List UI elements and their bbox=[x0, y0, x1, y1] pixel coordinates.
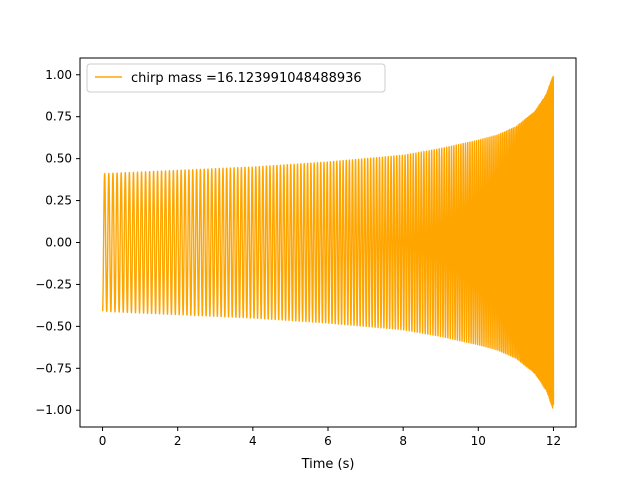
y-tick-label: 0.75 bbox=[45, 110, 72, 124]
y-axis-ticks: −1.00 −0.75 −0.50 −0.25 0.00 0.25 0.50 0.75 1.00 bbox=[35, 68, 80, 417]
y-tick-label: −1.00 bbox=[35, 403, 72, 417]
x-tick-label: 6 bbox=[324, 434, 332, 448]
x-axis-label: Time (s) bbox=[301, 457, 355, 472]
y-tick-label: 0.50 bbox=[45, 152, 72, 166]
series-layer bbox=[101, 75, 555, 409]
y-tick-label: −0.75 bbox=[35, 361, 72, 375]
x-axis-ticks: 0 2 4 6 8 10 12 bbox=[99, 427, 561, 448]
legend-box bbox=[86, 63, 386, 93]
y-tick-label: −0.50 bbox=[35, 319, 72, 333]
x-tick-label: 10 bbox=[471, 434, 486, 448]
y-tick-label: −0.25 bbox=[35, 277, 72, 291]
x-tick-label: 2 bbox=[174, 434, 182, 448]
series-line-chirp bbox=[101, 75, 555, 409]
y-tick-label: 1.00 bbox=[45, 68, 72, 82]
x-tick-label: 8 bbox=[399, 434, 407, 448]
x-tick-label: 4 bbox=[249, 434, 257, 448]
x-tick-label: 12 bbox=[546, 434, 561, 448]
legend-label: chirp mass =16.123991048488936 bbox=[131, 71, 362, 86]
legend: chirp mass =16.123991048488936 bbox=[86, 63, 386, 93]
y-tick-label: 0.25 bbox=[45, 194, 72, 208]
x-tick-label: 0 bbox=[99, 434, 107, 448]
y-tick-label: 0.00 bbox=[45, 236, 72, 250]
